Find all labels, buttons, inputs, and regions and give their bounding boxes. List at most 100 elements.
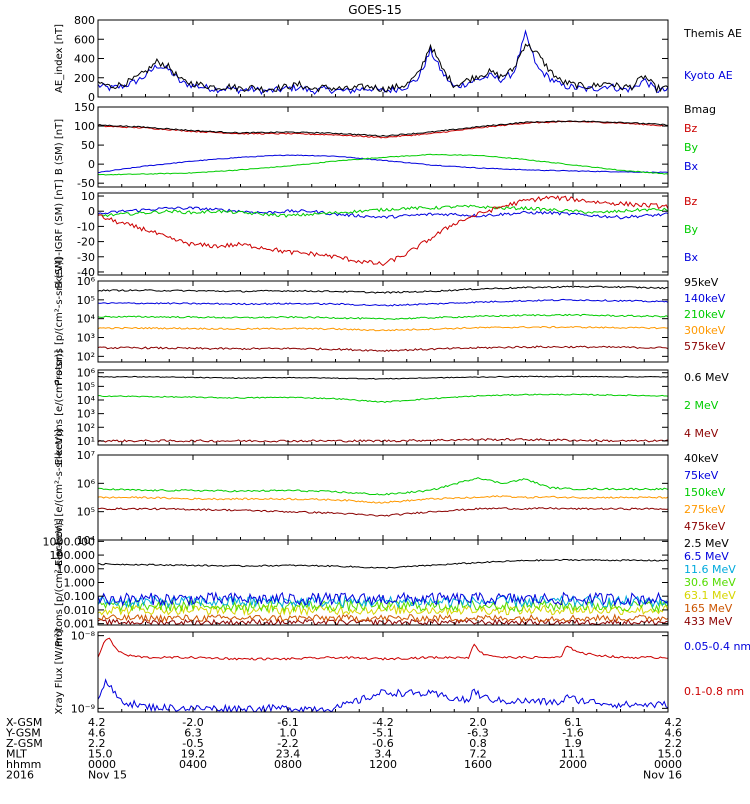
x-row-label: MLT bbox=[6, 748, 27, 761]
y-tick-label: 10⁻⁸ bbox=[71, 630, 96, 643]
legend-entry: 6.5 MeV bbox=[684, 550, 729, 563]
legend-entry: 4 MeV bbox=[684, 427, 719, 440]
series-line-electrons_kev-1 bbox=[98, 495, 668, 504]
legend-entry: 30.6 MeV bbox=[684, 576, 736, 589]
panel-xray: 10⁻⁹ 10⁻⁸ Xray Flux [W/m²] 0.05-0.4 nm 0.1-0… bbox=[54, 629, 750, 715]
panel-protons_mev: 0.0010.0100.1001.00010.000100.0001000.00… bbox=[43, 518, 737, 646]
series-line-electrons_kev-2 bbox=[98, 477, 668, 496]
x-tick-label: 11.1 bbox=[561, 748, 586, 761]
series-line-bigrf-0 bbox=[98, 206, 668, 220]
y-axis-label: B (SM) [nT] bbox=[54, 119, 65, 175]
legend-entry: 275keV bbox=[684, 503, 726, 516]
y-tick-label: 800 bbox=[74, 14, 95, 27]
y-tick-label: 10.000 bbox=[57, 563, 96, 576]
x-row-label: hhmm bbox=[6, 758, 41, 771]
x-tick-label: Nov 15 bbox=[88, 769, 127, 782]
legend-entry: 0.1-0.8 nm bbox=[684, 685, 744, 698]
y-tick-label: 100.000 bbox=[50, 549, 96, 562]
x-tick-label: 0000 bbox=[654, 758, 682, 771]
panel-frame bbox=[97, 369, 669, 446]
x-tick-label: 4.6 bbox=[88, 727, 106, 740]
y-tick-label: 150 bbox=[74, 101, 95, 114]
series-line-ae-1 bbox=[98, 43, 668, 94]
legend-entry: 63.1 MeV bbox=[684, 589, 736, 602]
y-axis-label: Electrons [e/(cm²-s-sr-keV)] bbox=[54, 429, 65, 566]
x-tick-label: 4.2 bbox=[665, 716, 683, 729]
x-tick-label: -2.0 bbox=[182, 716, 203, 729]
x-tick-label: 3.4 bbox=[374, 748, 392, 761]
x-tick-label: 15.0 bbox=[658, 748, 683, 761]
y-tick-label: 0 bbox=[88, 158, 95, 171]
y-tick-label: 10⁶ bbox=[77, 367, 96, 380]
y-axis-label: B (SM)-IGRF (SM) [nT] bbox=[54, 179, 65, 288]
panel-bsm: -50 0 50 100 150 B (SM) [nT] Bmag Bz By Bx bbox=[54, 101, 716, 190]
series-line-electrons_mev-2 bbox=[98, 375, 668, 380]
y-tick-label: 0.100 bbox=[64, 590, 96, 603]
y-tick-label: 600 bbox=[74, 33, 95, 46]
series-line-protons_mev-3 bbox=[98, 598, 668, 614]
series-line-xray-0 bbox=[98, 637, 668, 661]
x-tick-label: -5.1 bbox=[372, 727, 393, 740]
panel-frame bbox=[97, 280, 669, 363]
x-tick-label: 1200 bbox=[369, 758, 397, 771]
y-tick-label: 0 bbox=[88, 205, 95, 218]
y-tick-label: 10⁴ bbox=[77, 534, 96, 547]
x-tick-label: 1.9 bbox=[564, 737, 582, 750]
x-tick-label: 0.8 bbox=[469, 737, 487, 750]
legend-entry: 0.6 MeV bbox=[684, 371, 729, 384]
panel-bigrf: -40 -30 -20 -10 0 10 B (SM)-IGRF (SM) [nT] Bz By… bbox=[54, 179, 699, 288]
x-row-label: X-GSM bbox=[6, 716, 42, 729]
legend-entry: 95keV bbox=[684, 276, 719, 289]
y-tick-label: 10⁵ bbox=[77, 506, 95, 519]
series-line-electrons_kev-0 bbox=[98, 506, 668, 517]
legend-entry: By bbox=[684, 141, 699, 154]
x-tick-label: 2.2 bbox=[88, 737, 106, 750]
y-axis-label: Protons [p/(cm²-s-sr-keV)] bbox=[54, 257, 65, 385]
y-tick-label: 10 bbox=[81, 190, 95, 203]
x-tick-label: 23.4 bbox=[276, 748, 301, 761]
x-tick-label: Nov 16 bbox=[643, 769, 682, 782]
panel-ae: 0 200 400 600 800 AE_index [nT] Themis AE Kyoto… bbox=[54, 14, 742, 104]
panel-frame bbox=[97, 19, 669, 98]
y-tick-label: 0.010 bbox=[64, 604, 96, 617]
x-tick-label: -1.6 bbox=[562, 727, 583, 740]
x-row-label: Z-GSM bbox=[6, 737, 43, 750]
y-tick-label: 400 bbox=[74, 53, 95, 66]
y-tick-label: 10⁴ bbox=[77, 394, 96, 407]
y-tick-label: 10² bbox=[77, 350, 95, 363]
legend-entry: 40keV bbox=[684, 452, 719, 465]
legend-entry: Themis AE bbox=[683, 27, 742, 40]
y-tick-label: 10⁴ bbox=[77, 313, 96, 326]
y-tick-label: 10³ bbox=[77, 408, 95, 421]
legend-entry: Bx bbox=[684, 251, 699, 264]
legend-entry: 575keV bbox=[684, 340, 726, 353]
series-line-protons_mev-5 bbox=[98, 591, 668, 607]
x-row-label: 2016 bbox=[6, 769, 34, 782]
legend-entry: 2 MeV bbox=[684, 399, 719, 412]
series-line-bigrf-2 bbox=[98, 195, 668, 267]
legend-entry: 11.6 MeV bbox=[684, 563, 736, 576]
legend-entry: 433 MeV bbox=[684, 615, 733, 628]
y-tick-label: 10² bbox=[77, 421, 95, 434]
page-title: GOES-15 bbox=[348, 3, 402, 17]
y-tick-label: 100 bbox=[74, 120, 95, 133]
legend-entry: 210keV bbox=[684, 308, 726, 321]
x-tick-label: 4.2 bbox=[88, 716, 106, 729]
x-tick-label: -4.2 bbox=[372, 716, 393, 729]
x-tick-label: -6.1 bbox=[277, 716, 298, 729]
series-line-bsm-3 bbox=[98, 120, 668, 137]
y-tick-label: -50 bbox=[77, 177, 95, 190]
series-line-protons-2 bbox=[98, 313, 668, 321]
x-tick-label: 0400 bbox=[179, 758, 207, 771]
y-tick-label: 10⁻⁹ bbox=[71, 702, 95, 715]
y-tick-label: 200 bbox=[74, 72, 95, 85]
x-tick-label: -6.3 bbox=[467, 727, 488, 740]
legend-entry: 165 MeV bbox=[684, 602, 733, 615]
y-tick-label: 10⁵ bbox=[77, 294, 95, 307]
y-tick-label: 10⁶ bbox=[77, 477, 96, 490]
x-tick-label: 7.2 bbox=[469, 748, 487, 761]
legend-entry: 0.05-0.4 nm bbox=[684, 640, 750, 653]
x-tick-label: 1600 bbox=[464, 758, 492, 771]
